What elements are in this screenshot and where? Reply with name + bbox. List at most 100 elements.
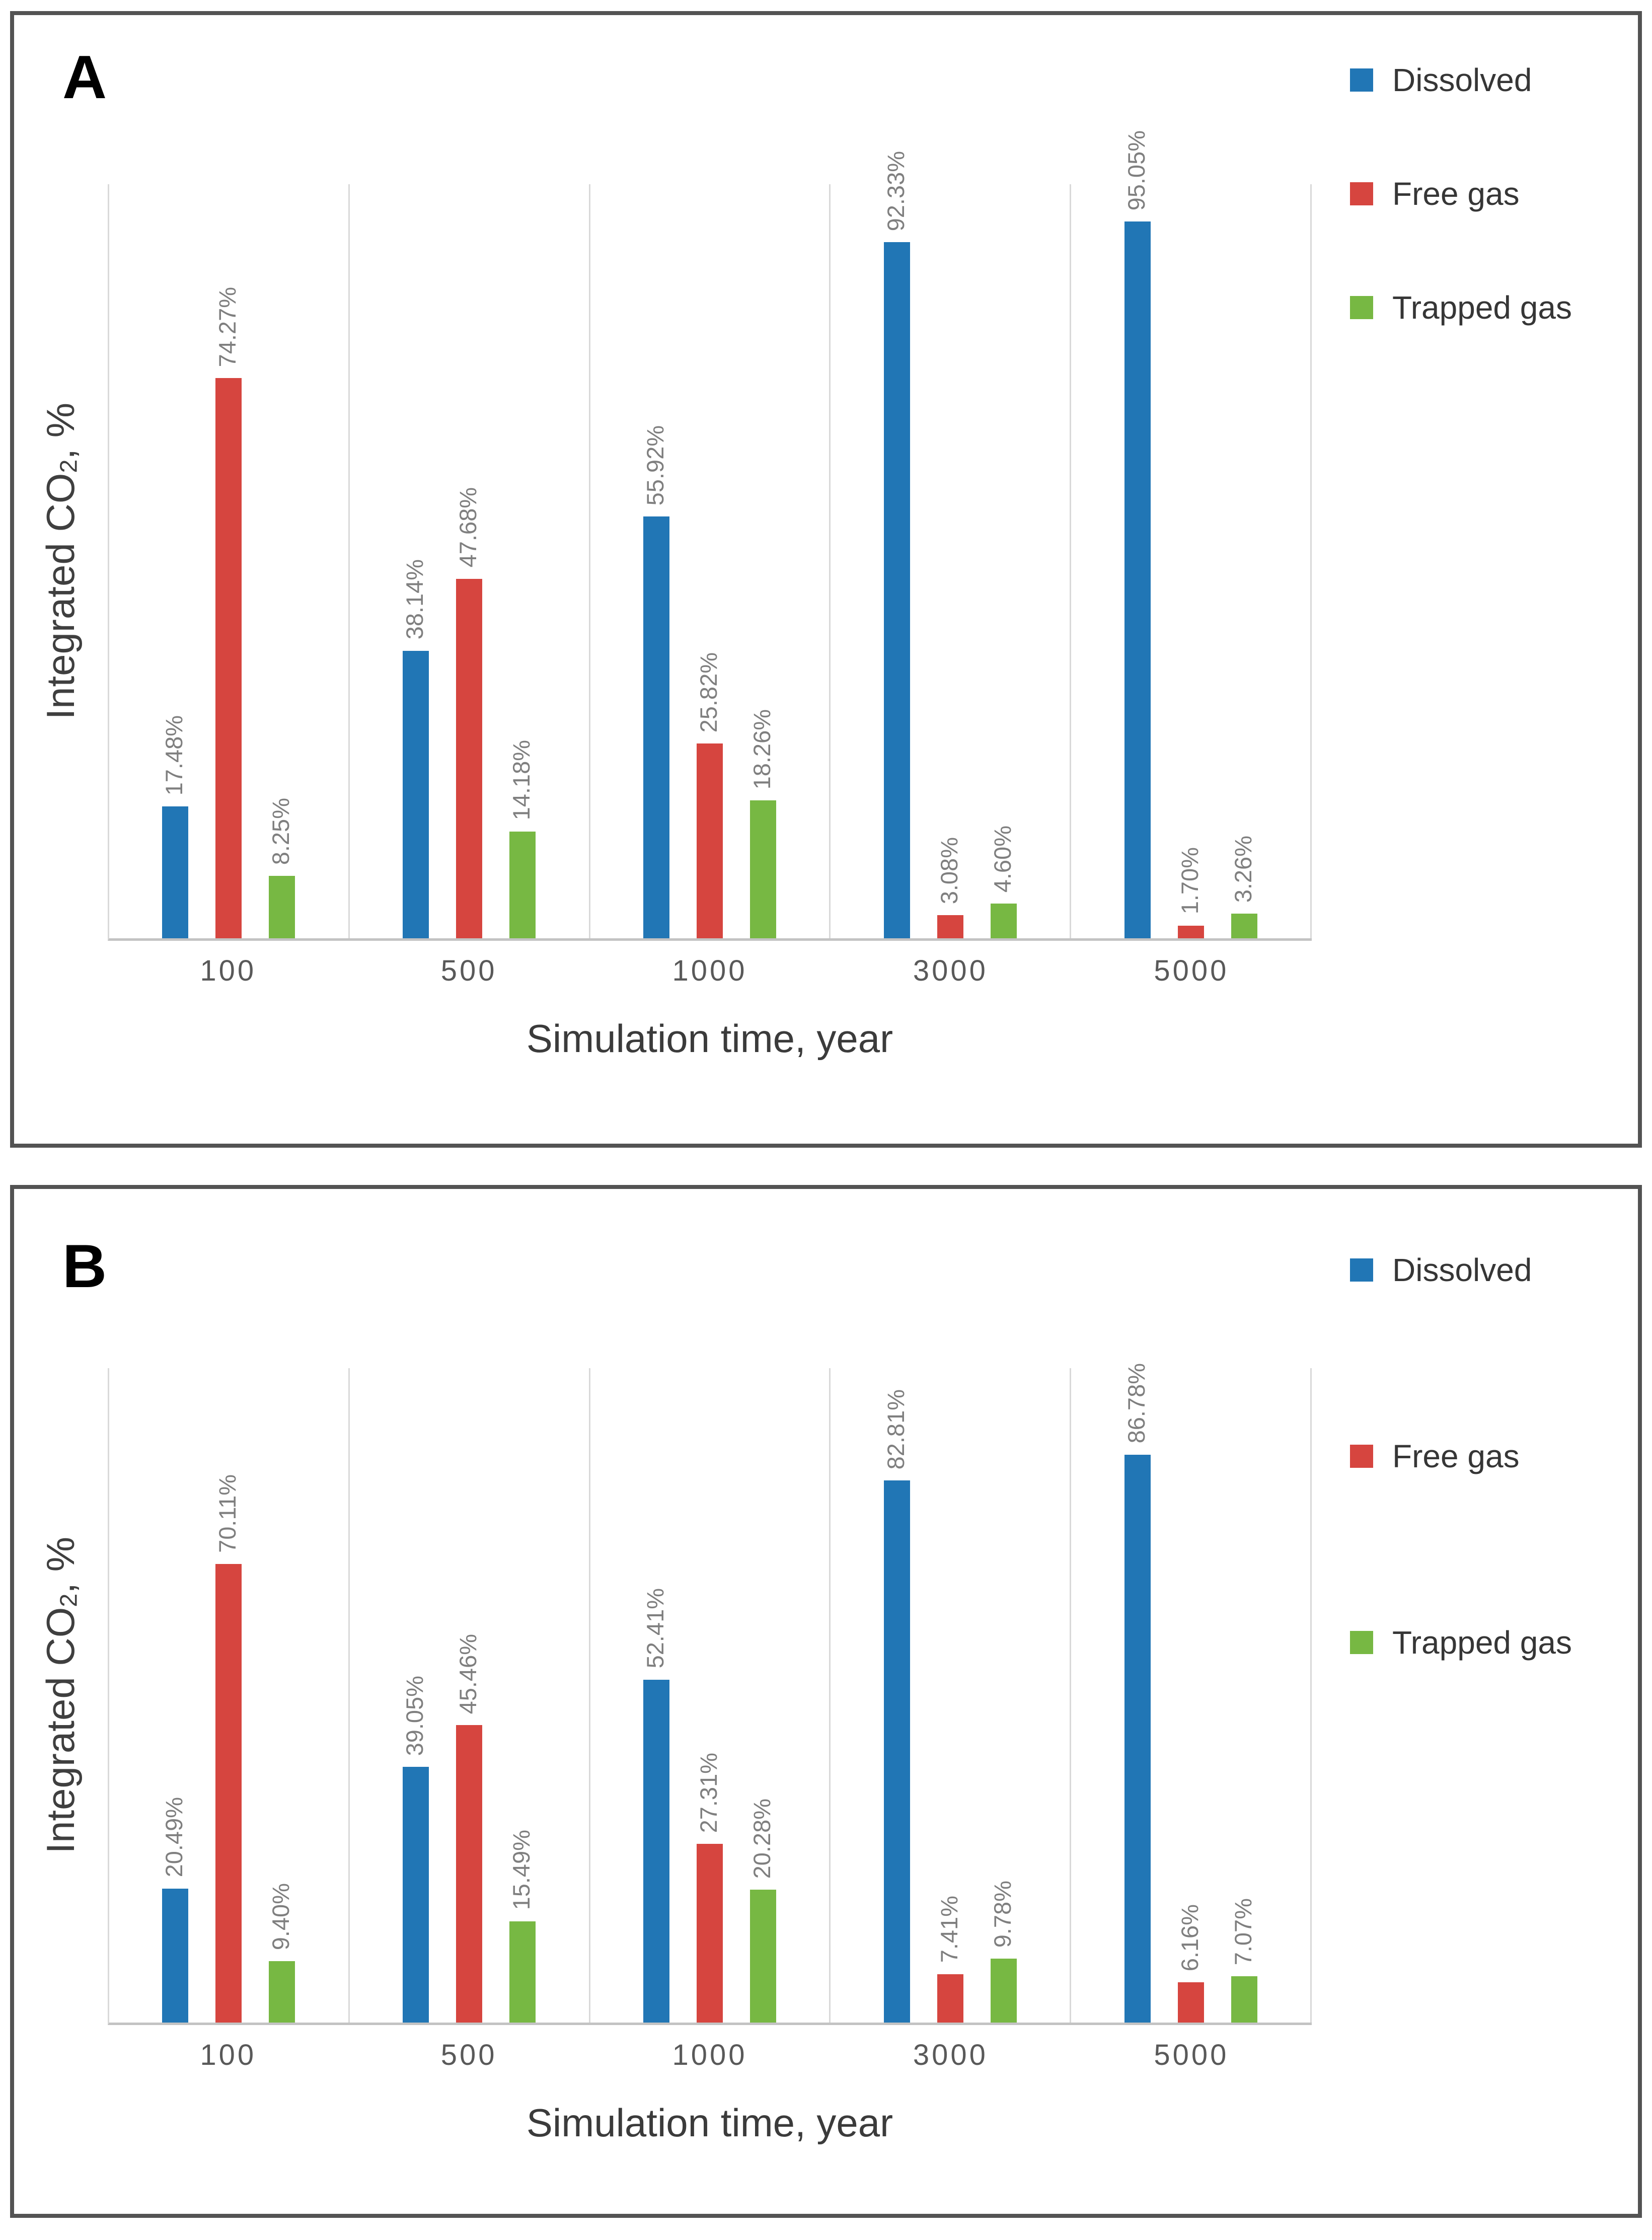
bar-slot-trapped-gas: 14.18% <box>508 184 536 938</box>
bar-slot-free-gas: 1.70% <box>1176 184 1204 938</box>
bar-value-label: 38.14% <box>401 559 428 640</box>
bar-free-gas <box>937 915 963 938</box>
legend-item-free-gas: Free gas <box>1350 175 1638 212</box>
bar-value-label: 17.48% <box>161 715 188 796</box>
x-tick-100: 100 <box>200 2039 257 2071</box>
bar-value-label: 3.08% <box>935 837 962 904</box>
bar-slot-trapped-gas: 15.49% <box>508 1368 536 2023</box>
bar-slot-free-gas: 3.08% <box>935 184 963 938</box>
bar-slot-dissolved: 55.92% <box>642 184 669 938</box>
legend-swatch-dissolved <box>1350 68 1373 92</box>
bar-value-label: 1.70% <box>1176 847 1203 915</box>
legend-label: Trapped gas <box>1392 289 1572 326</box>
bar-value-label: 70.11% <box>214 1474 241 1553</box>
panel-a-letter: A <box>62 43 107 111</box>
bar-free-gas <box>1177 925 1204 938</box>
x-tick-3000: 3000 <box>913 2039 988 2071</box>
y-axis-title: Integrated CO2, % <box>38 1537 83 1854</box>
bar-trapped-gas <box>990 1958 1017 2023</box>
bar-slot-free-gas: 7.41% <box>935 1368 963 2023</box>
bar-value-label: 3.26% <box>1229 835 1256 903</box>
legend-label: Free gas <box>1392 176 1520 212</box>
x-tick-500: 500 <box>440 954 497 987</box>
bar-trapped-gas <box>1231 1976 1257 2023</box>
bar-dissolved <box>643 516 669 938</box>
bar-value-label: 52.41% <box>641 1588 668 1669</box>
category-group-1000: 52.41% 27.31% 20.28% <box>590 1368 831 2023</box>
plot-column: 20.49% 70.11% 9.40% 39.05% 45.46% 15.49% 52.41… <box>108 1189 1312 2214</box>
bar-value-label: 47.68% <box>455 487 482 568</box>
bar-free-gas <box>456 578 483 938</box>
bar-trapped-gas <box>509 831 536 938</box>
bar-value-label: 7.07% <box>1229 1898 1256 1966</box>
category-group-3000: 82.81% 7.41% 9.78% <box>831 1368 1072 2023</box>
legend-label: Dissolved <box>1392 62 1532 98</box>
bar-slot-trapped-gas: 18.26% <box>748 184 776 938</box>
legend-label: Trapped gas <box>1392 1624 1572 1661</box>
legend-label: Dissolved <box>1392 1252 1532 1288</box>
category-group-100: 20.49% 70.11% 9.40% <box>109 1368 350 2023</box>
bar-slot-trapped-gas: 9.78% <box>989 1368 1017 2023</box>
x-tick-3000: 3000 <box>913 954 988 987</box>
legend-swatch-trapped-gas <box>1350 1631 1373 1654</box>
bar-value-label: 4.60% <box>989 825 1016 893</box>
category-group-5000: 95.05% 1.70% 3.26% <box>1071 130 1312 938</box>
bar-slot-trapped-gas: 20.28% <box>748 1368 776 2023</box>
bar-slot-trapped-gas: 9.40% <box>267 1368 295 2023</box>
x-axis-title: Simulation time, year <box>526 2101 893 2145</box>
bar-trapped-gas <box>509 1921 536 2023</box>
bar-slot-dissolved: 52.41% <box>641 1368 669 2023</box>
bar-slot-dissolved: 82.81% <box>882 1368 910 2023</box>
bar-value-label: 39.05% <box>401 1675 428 1756</box>
x-tick-row: 100 500 1000 3000 5000 <box>108 954 1312 988</box>
y-axis-title-column: Integrated CO2, % <box>14 1189 108 2214</box>
category-group-500: 38.14% 47.68% 14.18% <box>350 184 590 938</box>
bar-slot-free-gas: 6.16% <box>1176 1368 1204 2023</box>
bar-free-gas <box>696 1843 723 2023</box>
bar-dissolved <box>1124 1454 1151 2023</box>
bar-slot-trapped-gas: 7.07% <box>1229 1368 1257 2023</box>
bar-slot-free-gas: 27.31% <box>695 1368 723 2023</box>
x-tick-row: 100 500 1000 3000 5000 <box>108 2038 1312 2072</box>
bar-slot-free-gas: 74.27% <box>214 184 242 938</box>
panel-b: B Integrated CO2, % 20.49% 70.11% 9.40% 39.… <box>10 1185 1642 2218</box>
panel-a: A Integrated CO2, % 17.48% 74.27% 8.25% 38.… <box>10 11 1642 1148</box>
bar-dissolved <box>162 1888 189 2023</box>
legend-item-trapped-gas: Trapped gas <box>1350 1624 1638 1661</box>
legend-item-dissolved: Dissolved <box>1350 61 1638 99</box>
bar-value-label: 15.49% <box>508 1830 535 1910</box>
bar-value-label: 45.46% <box>455 1633 482 1714</box>
legend-item-dissolved: Dissolved <box>1350 1251 1638 1289</box>
bar-value-label: 20.28% <box>748 1798 775 1879</box>
bar-slot-dissolved: 95.05% <box>1123 130 1151 938</box>
bar-value-label: 7.41% <box>935 1896 962 1963</box>
bar-slot-dissolved: 86.78% <box>1123 1363 1151 2023</box>
bar-slot-free-gas: 25.82% <box>695 184 723 938</box>
category-group-500: 39.05% 45.46% 15.49% <box>350 1368 590 2023</box>
bar-slot-trapped-gas: 4.60% <box>989 184 1017 938</box>
bar-free-gas <box>1177 1982 1204 2023</box>
bar-slot-trapped-gas: 3.26% <box>1229 184 1257 938</box>
bar-slot-dissolved: 39.05% <box>401 1368 429 2023</box>
bar-dissolved <box>162 806 189 938</box>
bar-slot-dissolved: 38.14% <box>401 184 429 938</box>
legend: Dissolved Free gas Trapped gas <box>1312 1189 1638 2214</box>
bar-value-label: 9.78% <box>989 1880 1016 1948</box>
legend-item-free-gas: Free gas <box>1350 1438 1638 1475</box>
bar-dissolved <box>643 1679 669 2023</box>
bar-dissolved <box>403 650 429 938</box>
x-tick-1000: 1000 <box>672 2039 747 2071</box>
legend-swatch-trapped-gas <box>1350 296 1373 319</box>
panel-a-chart: Integrated CO2, % 17.48% 74.27% 8.25% 38.14… <box>14 15 1638 1144</box>
bar-value-label: 8.25% <box>267 798 294 865</box>
legend-item-trapped-gas: Trapped gas <box>1350 289 1638 326</box>
bar-dissolved <box>883 242 910 938</box>
bar-value-label: 92.33% <box>882 151 909 231</box>
plot-area: 20.49% 70.11% 9.40% 39.05% 45.46% 15.49% 52.41… <box>108 1363 1312 2025</box>
bar-slot-dissolved: 92.33% <box>882 151 910 938</box>
legend-label: Free gas <box>1392 1438 1520 1474</box>
panel-b-letter: B <box>62 1232 107 1300</box>
bar-trapped-gas <box>749 1890 776 2023</box>
y-axis-title-column: Integrated CO2, % <box>14 15 108 1144</box>
